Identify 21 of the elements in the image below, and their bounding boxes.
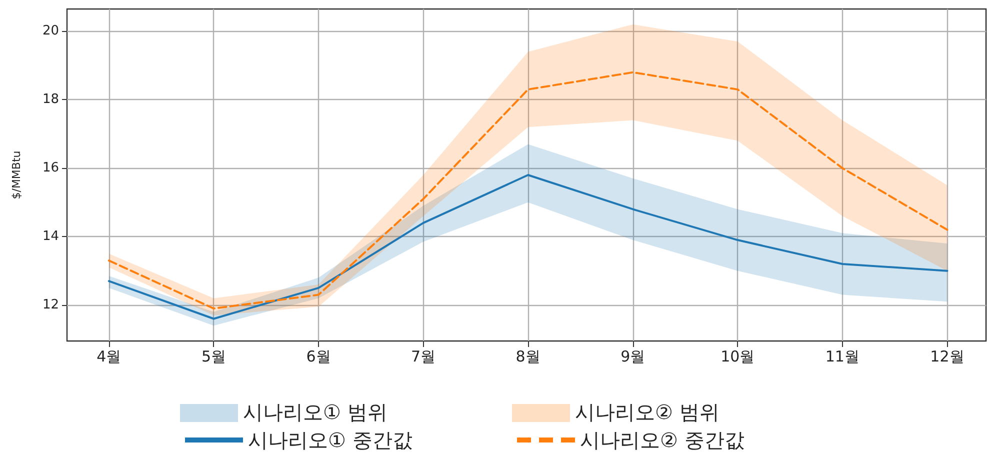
line-series [108, 174, 948, 320]
x-tick-label: 4월 [96, 348, 122, 366]
x-tick-label: 12월 [930, 348, 964, 366]
x-tick-label: 8월 [516, 348, 540, 366]
x-tick-label: 7월 [411, 348, 436, 366]
text: 시나리오② 범위 [575, 399, 720, 426]
legend-label: 시나리오① 중간값 [248, 428, 412, 452]
y-axis-title: $/MMBtu [10, 150, 23, 200]
y-tick-label: 18 [42, 92, 59, 108]
text: 시나리오① 범위 [243, 399, 388, 426]
x-tick-label: 9월 [620, 348, 646, 366]
x-tick-label: 10월 [720, 348, 755, 366]
x-tick-label: 11월 [825, 348, 860, 366]
line-series [108, 71, 948, 310]
y-tick-label: 14 [42, 229, 59, 244]
x-tick-label: 5월 [201, 348, 226, 366]
legend-label: 시나리오② 중간값 [580, 428, 744, 452]
y-tick-label: 16 [42, 160, 59, 176]
y-tick-label: 20 [42, 24, 59, 39]
x-tick-label: 6월 [306, 348, 331, 366]
y-tick-label: 12 [42, 298, 59, 313]
